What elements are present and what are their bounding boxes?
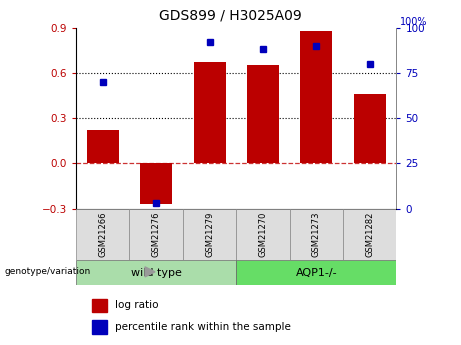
Text: GSM21270: GSM21270: [259, 212, 267, 257]
Text: log ratio: log ratio: [114, 300, 158, 310]
Bar: [76, 209, 130, 260]
Text: GSM21282: GSM21282: [365, 212, 374, 257]
Text: GSM21276: GSM21276: [152, 212, 161, 257]
Bar: [87, 130, 119, 164]
Bar: [92, 320, 106, 334]
Text: 100%: 100%: [400, 17, 427, 27]
Bar: [343, 209, 396, 260]
Bar: [130, 209, 183, 260]
Bar: [247, 65, 279, 164]
Bar: [290, 209, 343, 260]
Text: genotype/variation: genotype/variation: [5, 267, 91, 276]
Text: AQP1-/-: AQP1-/-: [296, 268, 337, 277]
Bar: [354, 94, 386, 164]
Bar: [183, 209, 236, 260]
Text: GDS899 / H3025A09: GDS899 / H3025A09: [159, 9, 302, 23]
Bar: [301, 31, 332, 164]
Bar: [194, 62, 225, 164]
Text: GSM21273: GSM21273: [312, 212, 321, 257]
Bar: [92, 299, 106, 312]
Bar: [76, 260, 236, 285]
Text: percentile rank within the sample: percentile rank within the sample: [114, 322, 290, 332]
Bar: [140, 164, 172, 204]
Polygon shape: [145, 267, 155, 277]
Text: GSM21266: GSM21266: [98, 212, 107, 257]
Bar: [236, 209, 290, 260]
Text: wild type: wild type: [131, 268, 182, 277]
Bar: [236, 260, 396, 285]
Text: GSM21279: GSM21279: [205, 212, 214, 257]
